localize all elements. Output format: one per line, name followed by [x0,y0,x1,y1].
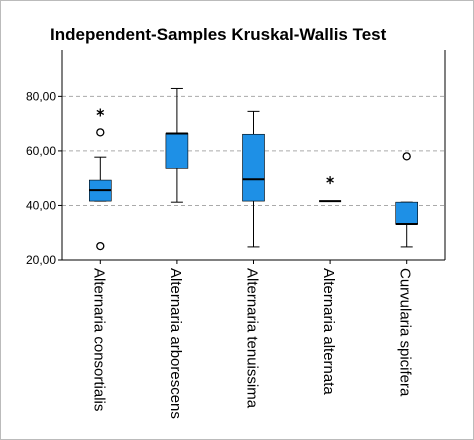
x-tick-label: Alternaria consortialis [90,268,107,411]
chart-title: Independent-Samples Kruskal-Wallis Test [50,25,387,44]
outlier [96,128,105,137]
outlier [402,152,411,161]
y-tick-label: 80,00 [26,89,56,103]
outlier [96,241,105,251]
y-tick-label: 20,00 [26,253,56,267]
extreme [96,108,105,117]
x-tick-label: Alternaria tenuissima [244,268,261,409]
box [395,201,419,225]
box [242,133,265,202]
x-tick-label: Alternaria arborescens [167,268,184,419]
box [165,133,189,169]
extreme [326,176,334,185]
x-tick-label: Alternaria alternata [320,268,337,395]
x-tick-label: Curvularia spicifera [397,268,414,397]
y-tick-label: 40,00 [26,198,56,212]
y-tick-label: 60,00 [26,144,56,158]
